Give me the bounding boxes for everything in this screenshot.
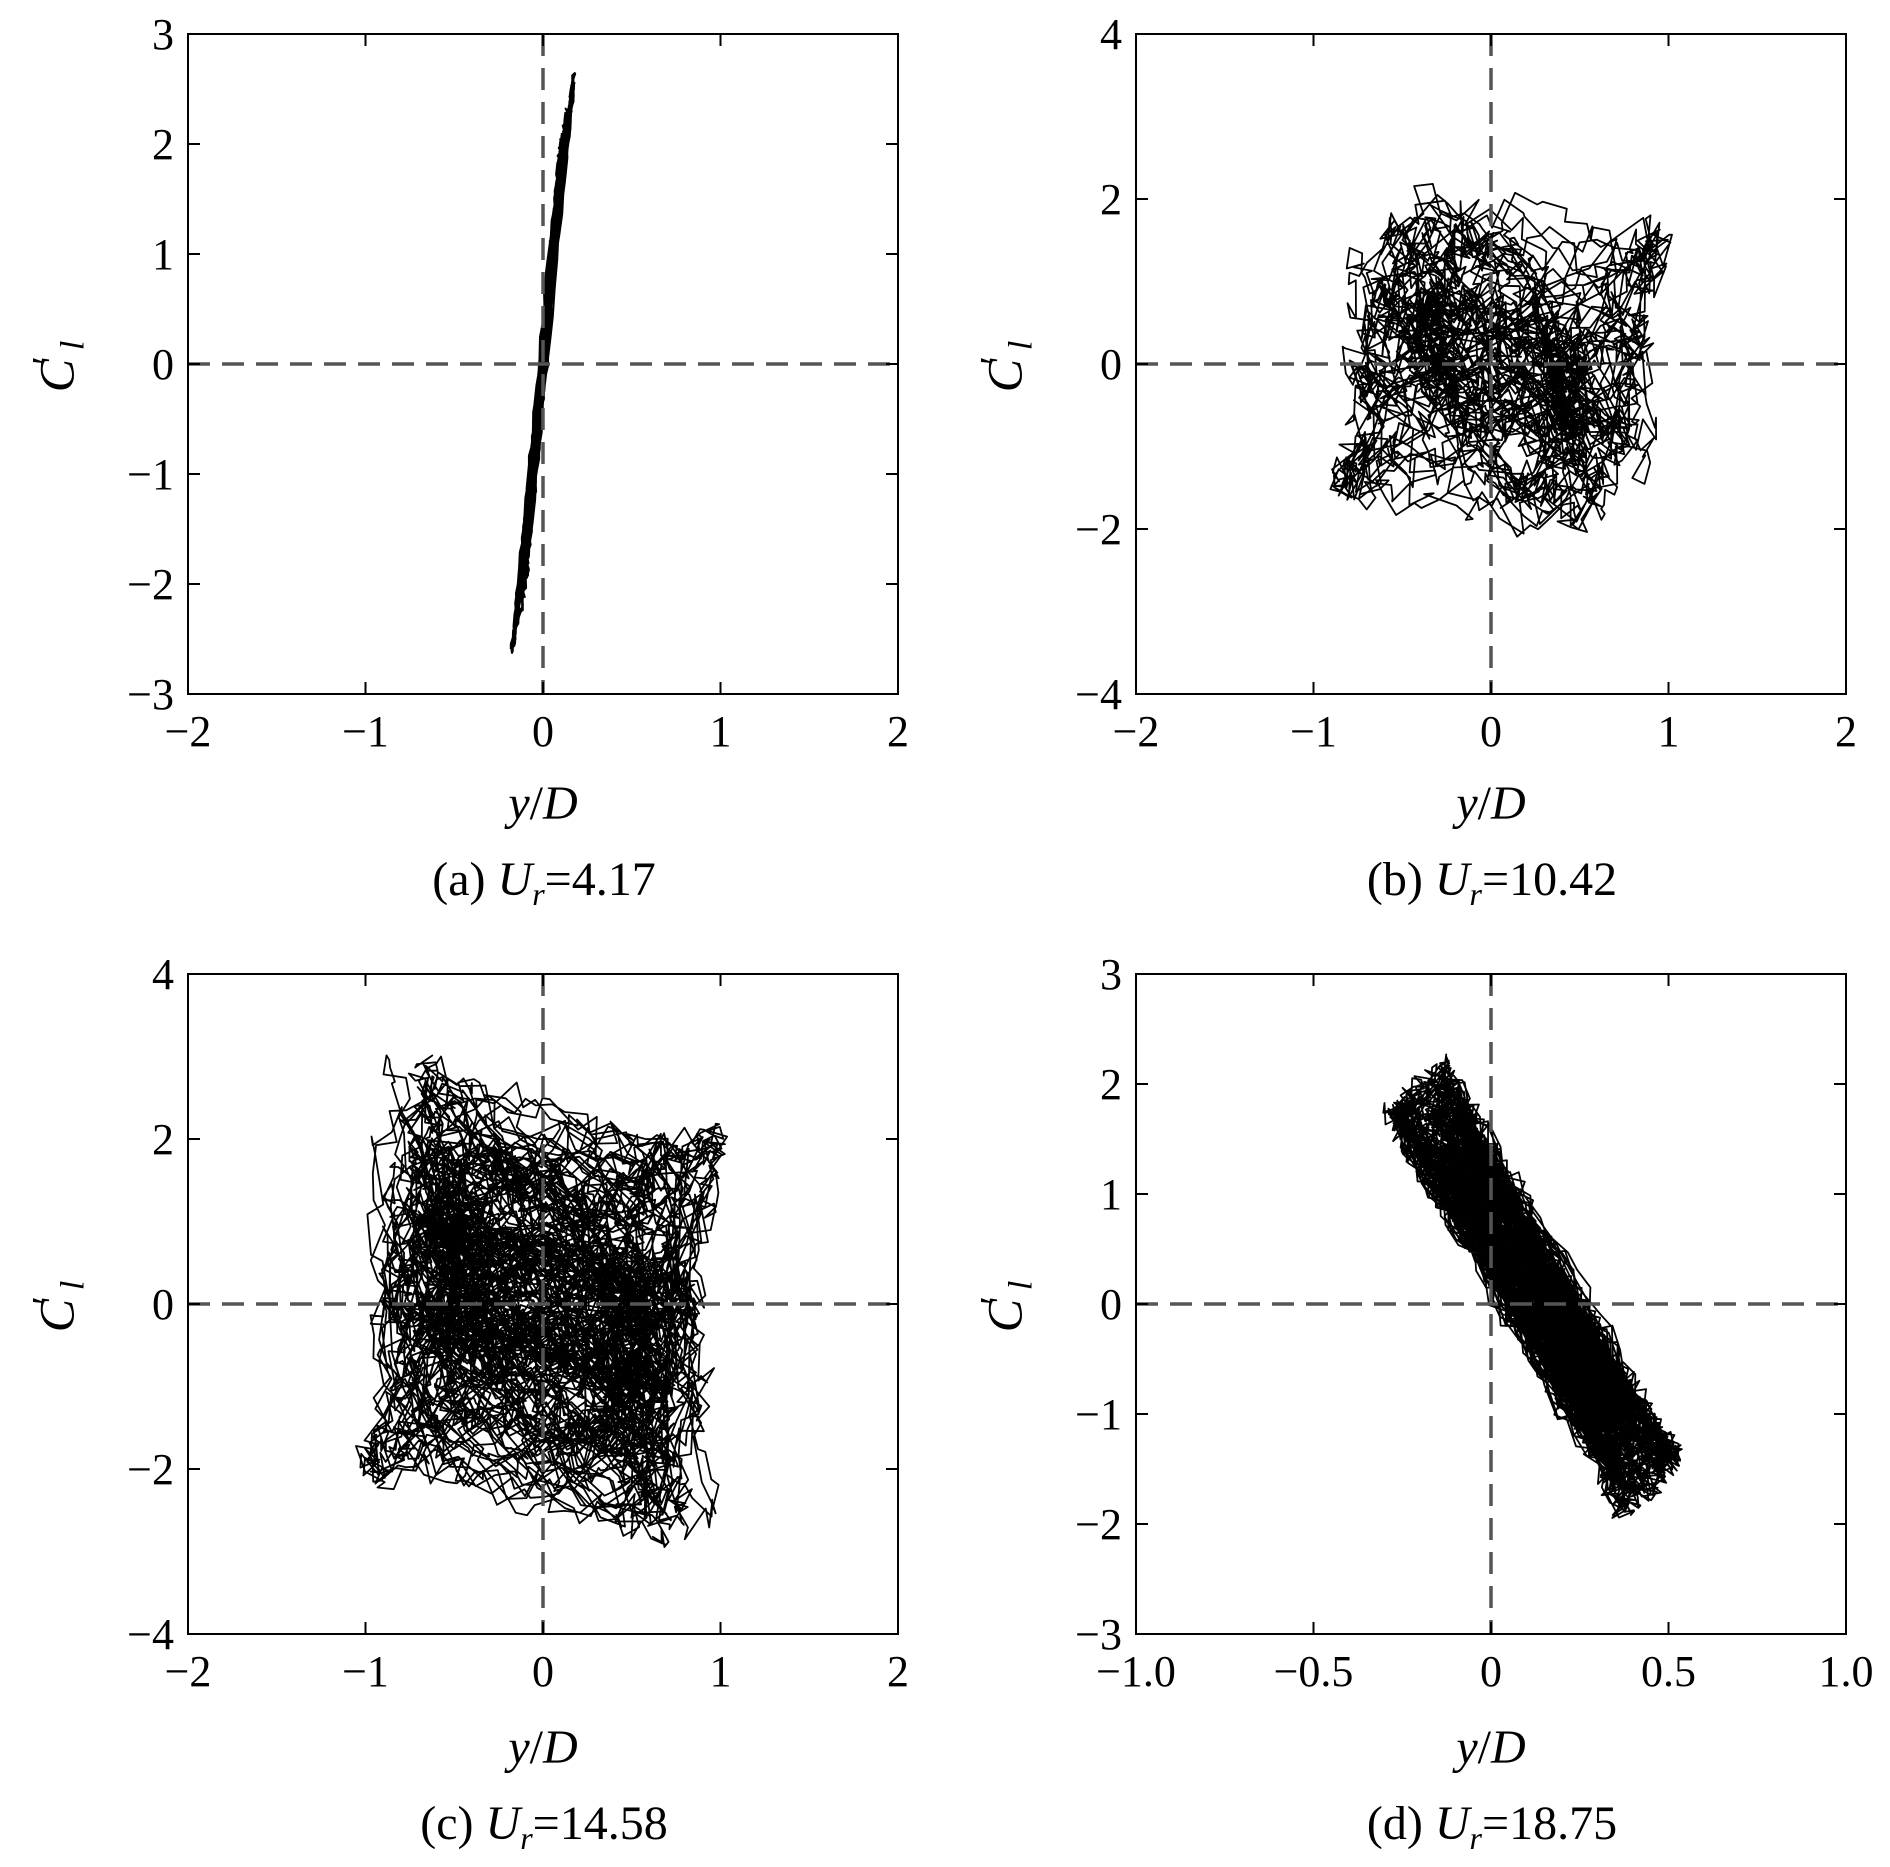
x-label-sep: / [529,777,543,830]
caption-sub: r [1469,1820,1482,1856]
x-axis-label: y/D [393,776,693,831]
panel-caption: (c) Ur=14.58 [244,1796,844,1857]
phase-trace-a [509,72,577,654]
caption-prefix: (c) [420,1797,486,1850]
caption-value: =18.75 [1482,1797,1618,1850]
y-tick-label: 2 [1100,175,1122,224]
y-tick-label: −4 [127,1610,174,1659]
x-tick-label: 0 [532,707,554,756]
x-label-var: y [1456,1721,1478,1774]
y-tick-label: 0 [152,1280,174,1329]
y-tick-label: −2 [127,560,174,609]
x-label-var: y [508,1721,530,1774]
y-tick-label: −1 [127,450,174,499]
x-tick-label: −1 [342,707,389,756]
y-axis-label: C′l [972,1267,1041,1347]
y-tick-label: 3 [152,10,174,59]
y-label-prime: ′ [971,1296,1017,1305]
x-tick-label: 2 [1835,707,1857,756]
y-tick-label: −3 [127,670,174,719]
phase-trace-c [355,1054,728,1548]
y-tick-label: −2 [127,1445,174,1494]
y-tick-label: 1 [152,230,174,279]
caption-var: U [485,1797,521,1850]
x-tick-label: −2 [165,1647,212,1696]
phase-trace-b [1329,183,1673,538]
phase-trace-d [1382,1053,1683,1519]
x-tick-label: −2 [165,707,212,756]
x-label-var: y [1456,777,1478,830]
x-label-var2: D [542,1721,578,1774]
panel-caption: (b) Ur=10.42 [1192,852,1792,913]
x-tick-label: −1 [1290,707,1337,756]
caption-value: =10.42 [1482,853,1618,906]
x-label-var2: D [542,777,578,830]
x-label-sep: / [1477,777,1491,830]
caption-sub: r [520,1820,533,1856]
y-tick-label: 2 [1100,1060,1122,1109]
x-tick-label: −2 [1113,707,1160,756]
x-tick-label: −1 [342,1647,389,1696]
x-tick-label: 1 [710,707,732,756]
y-tick-label: 4 [152,950,174,999]
x-tick-label: −1.0 [1096,1647,1176,1696]
x-tick-label: 0 [532,1647,554,1696]
y-tick-label: −2 [1075,1500,1122,1549]
y-tick-label: −1 [1075,1390,1122,1439]
caption-var: U [1434,1797,1470,1850]
y-tick-label: 0 [1100,1280,1122,1329]
y-tick-label: −3 [1075,1610,1122,1659]
x-axis-label: y/D [393,1720,693,1775]
x-label-var2: D [1490,1721,1526,1774]
x-tick-label: 0.5 [1641,1647,1696,1696]
y-tick-label: 1 [1100,1170,1122,1219]
panel-caption: (d) Ur=18.75 [1192,1796,1792,1857]
y-tick-label: 4 [1100,10,1122,59]
caption-sub: r [532,876,545,912]
y-tick-label: −4 [1075,670,1122,719]
y-tick-label: 0 [1100,340,1122,389]
x-axis-label: y/D [1341,776,1641,831]
y-tick-label: 3 [1100,950,1122,999]
caption-prefix: (a) [432,853,498,906]
caption-value: =4.17 [544,853,656,906]
caption-var: U [497,853,533,906]
y-tick-label: −2 [1075,505,1122,554]
x-label-sep: / [1477,1721,1491,1774]
x-tick-label: 0 [1480,707,1502,756]
x-tick-label: 1.0 [1819,1647,1874,1696]
x-tick-label: 1 [1658,707,1680,756]
y-tick-label: 0 [152,340,174,389]
x-tick-label: 2 [887,1647,909,1696]
y-tick-label: 2 [152,1115,174,1164]
caption-sub: r [1469,876,1482,912]
x-tick-label: 1 [710,1647,732,1696]
y-tick-label: 2 [152,120,174,169]
y-label-sub: l [1002,1280,1040,1291]
caption-var: U [1434,853,1470,906]
x-tick-label: 2 [887,707,909,756]
x-label-var: y [508,777,530,830]
caption-prefix: (b) [1366,853,1435,906]
caption-value: =14.58 [532,1797,668,1850]
caption-prefix: (d) [1366,1797,1435,1850]
x-axis-label: y/D [1341,1720,1641,1775]
x-label-sep: / [529,1721,543,1774]
x-tick-label: 0 [1480,1647,1502,1696]
x-label-var2: D [1490,777,1526,830]
x-tick-label: −0.5 [1274,1647,1354,1696]
panel-caption: (a) Ur=4.17 [244,852,844,913]
